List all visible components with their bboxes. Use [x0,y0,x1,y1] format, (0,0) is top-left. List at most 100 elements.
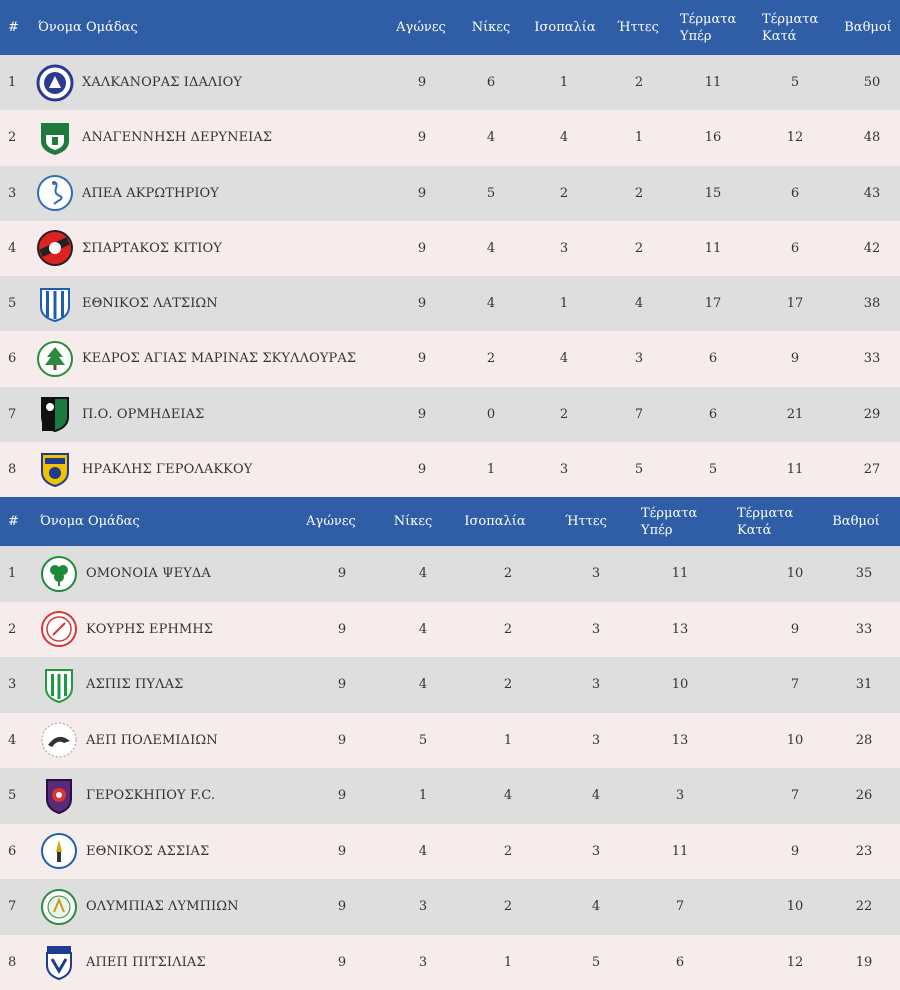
row-team[interactable]: Π.Ο. ΟΡΜΗΔΕΙΑΣ [36,387,376,442]
team-name[interactable]: ΑΠΕΠ ΠΙΤΣΙΛΙΑΣ [86,954,206,970]
row-losses: 5 [634,461,644,477]
standings-table-group-b: # Όνομα Ομάδας Αγώνες Νίκες Ισοπαλία Ήττ… [0,497,900,990]
header-goals-for-line2: Υπέρ [680,28,712,44]
table-row[interactable]: 4 9 5 1 3 13 10 28 ΑΕΠ ΠΟΛΕΜΙΔΙΩΝ [0,712,900,769]
row-position: 5 [8,296,17,312]
table-row[interactable]: 3 9 4 2 3 10 7 31 ΑΣΠΙΣ ΠΥΛΑΣ [0,657,900,713]
team-name[interactable]: ΟΛΥΜΠΙΑΣ ΛΥΜΠΙΩΝ [86,899,239,915]
row-draws: 4 [503,788,513,804]
row-team[interactable]: ΕΘΝΙΚΟΣ ΛΑΤΣΙΩΝ [36,276,376,331]
row-team[interactable]: ΗΡΑΚΛΗΣ ΓΕΡΟΛΑΚΚΟΥ [36,442,376,497]
row-draws: 2 [503,677,513,693]
team-name[interactable]: ΓΕΡΟΣΚΗΠΟΥ F.C. [86,788,216,804]
row-team[interactable]: ΚΟΥΡΗΣ ΕΡΗΜΗΣ [40,602,310,658]
team-name[interactable]: ΧΑΛΚΑΝΟΡΑΣ ΙΔΑΛΙΟΥ [82,75,243,91]
row-played: 9 [417,461,427,477]
table-row[interactable]: 2 9 4 2 3 13 9 33 ΚΟΥΡΗΣ ΕΡΗΜΗΣ [0,601,900,658]
row-team[interactable]: ΚΕΔΡΟΣ ΑΓΙΑΣ ΜΑΡΙΝΑΣ ΣΚΥΛΛΟΥΡΑΣ [36,331,376,386]
row-points: 23 [855,843,873,859]
row-played: 9 [417,185,427,201]
team-name[interactable]: ΑΝΑΓΕΝΝΗΣΗ ΔΕΡΥΝΕΙΑΣ [82,130,273,146]
row-goals-for: 6 [675,954,685,970]
row-position: 3 [8,185,17,201]
row-goals-for: 11 [704,75,722,91]
chalkanoras-crest-icon [36,64,74,102]
row-wins: 3 [418,954,428,970]
row-team[interactable]: ΑΠΕΑ ΑΚΡΩΤΗΡΙΟΥ [36,166,376,221]
table-row[interactable]: 8 9 3 1 5 6 12 19 ΑΠΕΠ ΠΙΤΣΙΛΙΑΣ [0,934,900,990]
row-points: 26 [855,788,873,804]
team-name[interactable]: Π.Ο. ΟΡΜΗΔΕΙΑΣ [82,406,205,422]
table-row[interactable]: 6 9 2 4 3 6 9 33 ΚΕΔΡΟΣ ΑΓΙΑΣ ΜΑΡΙΝΑΣ ΣΚΥΛΛΟΥΡΑΣ [0,331,900,387]
row-draws: 2 [503,566,513,582]
row-points: 29 [863,406,881,422]
row-team[interactable]: ΑΕΠ ΠΟΛΕΜΙΔΙΩΝ [40,713,310,769]
team-name[interactable]: ΕΘΝΙΚΟΣ ΑΣΣΙΑΣ [86,843,210,859]
row-draws: 3 [559,461,569,477]
table-row[interactable]: 1 9 4 2 3 11 10 35 ΟΜΟΝΟΙΑ ΨΕΥΔΑ [0,546,900,602]
row-team[interactable]: ΑΝΑΓΕΝΝΗΣΗ ΔΕΡΥΝΕΙΑΣ [36,110,376,165]
table-row[interactable]: 7 9 0 2 7 6 21 29 Π.Ο. ΟΡΜΗΔΕΙΑΣ [0,386,900,442]
row-goals-against: 10 [786,899,804,915]
team-name[interactable]: ΣΠΑΡΤΑΚΟΣ ΚΙΤΙΟΥ [82,240,222,256]
row-team[interactable]: ΟΛΥΜΠΙΑΣ ΛΥΜΠΙΩΝ [40,879,310,935]
row-goals-against: 7 [790,788,800,804]
row-losses: 3 [591,843,601,859]
row-position: 7 [8,406,17,422]
row-played: 9 [417,240,427,256]
ethnikos-assias-crest-icon [40,832,78,870]
team-name[interactable]: ΚΕΔΡΟΣ ΑΓΙΑΣ ΜΑΡΙΝΑΣ ΣΚΥΛΛΟΥΡΑΣ [82,351,357,367]
row-team[interactable]: ΑΠΕΠ ΠΙΤΣΙΛΙΑΣ [40,935,310,990]
header-team-name: Όνομα Ομάδας [38,20,138,35]
team-name[interactable]: ΚΟΥΡΗΣ ΕΡΗΜΗΣ [86,621,214,637]
row-team[interactable]: ΕΘΝΙΚΟΣ ΑΣΣΙΑΣ [40,824,310,880]
row-goals-against: 9 [790,351,800,367]
table-row[interactable]: 8 9 1 3 5 5 11 27 ΗΡΑΚΛΗΣ ΓΕΡΟΛΑΚΚΟΥ [0,441,900,497]
team-name[interactable]: ΕΘΝΙΚΟΣ ΛΑΤΣΙΩΝ [82,296,218,312]
row-team[interactable]: ΧΑΛΚΑΝΟΡΑΣ ΙΔΑΛΙΟΥ [36,55,376,110]
row-goals-for: 11 [704,240,722,256]
table-row[interactable]: 5 9 1 4 4 3 7 26 ΓΕΡΟΣΚΗΠΟΥ F.C. [0,768,900,824]
team-name[interactable]: ΑΠΕΑ ΑΚΡΩΤΗΡΙΟΥ [82,185,219,201]
header-goals-for-line2: Υπέρ [641,522,673,538]
team-name[interactable]: ΑΕΠ ΠΟΛΕΜΙΔΙΩΝ [86,732,218,748]
table-row[interactable]: 7 9 3 2 4 7 10 22 ΟΛΥΜΠΙΑΣ ΛΥΜΠΙΩΝ [0,879,900,935]
row-team[interactable]: ΟΜΟΝΟΙΑ ΨΕΥΔΑ [40,546,310,602]
row-team[interactable]: ΓΕΡΟΣΚΗΠΟΥ F.C. [40,768,310,824]
table-row[interactable]: 5 9 4 1 4 17 17 38 ΕΘΝΙΚΟΣ ΛΑΤΣΙΩΝ [0,276,900,332]
row-losses: 4 [591,788,601,804]
row-draws: 1 [503,954,513,970]
header-draws: Ισοπαλία [464,514,526,529]
row-wins: 4 [418,677,428,693]
row-position: 6 [8,843,17,859]
row-goals-for: 10 [671,677,689,693]
apea-flamingo-crest-icon [36,174,74,212]
row-wins: 5 [418,732,428,748]
team-name[interactable]: ΑΣΠΙΣ ΠΥΛΑΣ [86,677,184,693]
row-goals-against: 11 [786,461,804,477]
row-wins: 2 [486,351,496,367]
table-row[interactable]: 2 9 4 4 1 16 12 48 ΑΝΑΓΕΝΝΗΣΗ ΔΕΡΥΝΕΙΑΣ [0,110,900,166]
row-losses: 3 [591,677,601,693]
row-team[interactable]: ΣΠΑΡΤΑΚΟΣ ΚΙΤΙΟΥ [36,221,376,276]
row-goals-against: 12 [786,130,804,146]
header-goals-against-line2: Κατά [762,28,797,44]
table-row[interactable]: 1 9 6 1 2 11 5 50 ΧΑΛΚΑΝΟΡΑΣ ΙΔΑΛΙΟΥ [0,55,900,111]
row-losses: 2 [634,240,644,256]
team-name[interactable]: ΗΡΑΚΛΗΣ ΓΕΡΟΛΑΚΚΟΥ [82,461,253,477]
row-played: 9 [337,788,347,804]
row-points: 28 [855,732,873,748]
row-position: 5 [8,788,17,804]
row-points: 22 [855,899,873,915]
row-losses: 3 [591,566,601,582]
row-position: 6 [8,351,17,367]
table-row[interactable]: 3 9 5 2 2 15 6 43 ΑΠΕΑ ΑΚΡΩΤΗΡΙΟΥ [0,165,900,221]
team-name[interactable]: ΟΜΟΝΟΙΑ ΨΕΥΔΑ [86,566,211,582]
row-team[interactable]: ΑΣΠΙΣ ΠΥΛΑΣ [40,657,310,713]
table-row[interactable]: 4 9 4 3 2 11 6 42 ΣΠΑΡΤΑΚΟΣ ΚΙΤΙΟΥ [0,220,900,276]
row-losses: 5 [591,954,601,970]
table-row[interactable]: 6 9 4 2 3 11 9 23 ΕΘΝΙΚΟΣ ΑΣΣΙΑΣ [0,823,900,880]
row-points: 42 [863,240,881,256]
header-position: # [8,514,19,529]
row-goals-against: 17 [786,296,804,312]
